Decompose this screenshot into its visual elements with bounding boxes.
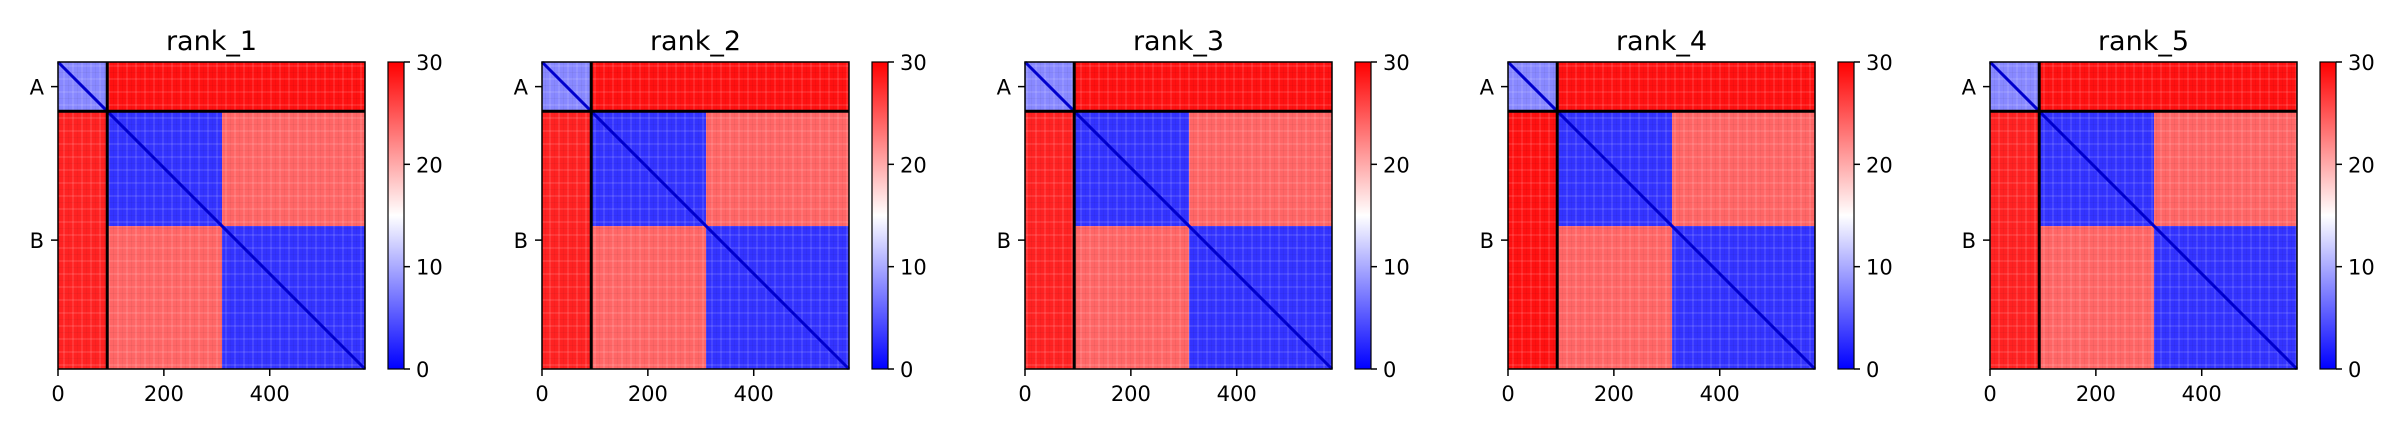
colorbar-tick-label: 30: [416, 51, 443, 75]
panel-title: rank_1: [166, 26, 257, 57]
heatmap-diagonal: [540, 60, 851, 371]
x-tick-label: 200: [2076, 382, 2116, 406]
colorbar-tick-label: 20: [416, 153, 443, 177]
heatmap-diagonal: [1023, 60, 1334, 371]
colorbar-tick-label: 10: [1866, 256, 1893, 280]
axes-frame: [1989, 61, 2298, 370]
colorbar-gradient: [2319, 61, 2337, 370]
colorbar-tick-label: 30: [1383, 51, 1410, 75]
colorbar-gradient: [1354, 61, 1372, 370]
colorbar-tick-label: 20: [900, 153, 927, 177]
colorbar-tick-label: 30: [1866, 51, 1893, 75]
colorbar-tick-label: 10: [1383, 256, 1410, 280]
heatmap-panel-4: rank_4 0 200 400 A B 0 10 20 30: [1480, 26, 1893, 406]
heatmap-cells: [58, 62, 365, 369]
colorbar-tick-label: 0: [900, 358, 913, 382]
x-tick-label: 200: [1111, 382, 1151, 406]
x-tick-label: 0: [535, 382, 548, 406]
y-tick-label: A: [30, 76, 45, 100]
x-tick-label: 400: [1217, 382, 1257, 406]
colorbar-tick-label: 10: [900, 256, 927, 280]
y-tick-label: B: [514, 229, 528, 253]
heatmap-panel-3: rank_3 0 200 400 A B 0 10 20 30: [997, 26, 1410, 406]
colorbar: 0 10 20 30: [1837, 51, 1893, 382]
x-tick-label: 400: [1700, 382, 1740, 406]
panel-title: rank_5: [2098, 26, 2189, 57]
y-tick-label: A: [997, 76, 1012, 100]
y-tick-label: A: [514, 76, 529, 100]
colorbar: 0 10 20 30: [871, 51, 927, 382]
x-tick-label: 400: [734, 382, 774, 406]
heatmap-panel-5: rank_5 0 200 400 A B 0 10 20 30: [1962, 26, 2375, 406]
x-tick-label: 0: [1983, 382, 1996, 406]
y-tick-label: A: [1480, 76, 1495, 100]
panel-title: rank_3: [1133, 26, 1224, 57]
colorbar: 0 10 20 30: [387, 51, 443, 382]
y-tick-label: B: [997, 229, 1011, 253]
colorbar-tick-label: 0: [416, 358, 429, 382]
x-tick-label: 200: [144, 382, 184, 406]
axes-frame: [1507, 61, 1816, 370]
x-tick-label: 0: [51, 382, 64, 406]
heatmap-diagonal: [56, 60, 367, 371]
x-tick-label: 200: [628, 382, 668, 406]
y-tick-label: B: [1480, 229, 1494, 253]
heatmap-panel-2: rank_2 0 200 400 A B 0 10 20 30: [514, 26, 927, 406]
heatmap-diagonal: [1988, 60, 2299, 371]
axes-frame: [57, 61, 366, 370]
colorbar-tick-label: 30: [900, 51, 927, 75]
panel-title: rank_4: [1616, 26, 1707, 57]
x-tick-label: 200: [1594, 382, 1634, 406]
x-tick-label: 400: [250, 382, 290, 406]
panel-title: rank_2: [650, 26, 741, 57]
colorbar-tick-label: 0: [1866, 358, 1879, 382]
colorbar-tick-label: 20: [1866, 153, 1893, 177]
y-tick-label: A: [1962, 76, 1977, 100]
colorbar-gradient: [387, 61, 405, 370]
colorbar-tick-label: 20: [1383, 153, 1410, 177]
colorbar-tick-label: 10: [416, 256, 443, 280]
axes-frame: [1024, 61, 1333, 370]
colorbar-gradient: [871, 61, 889, 370]
colorbar-tick-label: 30: [2348, 51, 2375, 75]
heatmap-panel-1: rank_1 0 200 400 A B 0 10 20 30: [30, 26, 443, 406]
colorbar: 0 10 20 30: [1354, 51, 1410, 382]
colorbar: 0 10 20 30: [2319, 51, 2375, 382]
colorbar-tick-label: 10: [2348, 256, 2375, 280]
colorbar-tick-label: 20: [2348, 153, 2375, 177]
x-tick-label: 0: [1018, 382, 1031, 406]
axes-frame: [541, 61, 850, 370]
heatmap-diagonal: [1506, 60, 1817, 371]
colorbar-tick-label: 0: [2348, 358, 2361, 382]
x-tick-label: 400: [2182, 382, 2222, 406]
y-tick-label: B: [30, 229, 44, 253]
colorbar-tick-label: 0: [1383, 358, 1396, 382]
x-tick-label: 0: [1501, 382, 1514, 406]
colorbar-gradient: [1837, 61, 1855, 370]
y-tick-label: B: [1962, 229, 1976, 253]
